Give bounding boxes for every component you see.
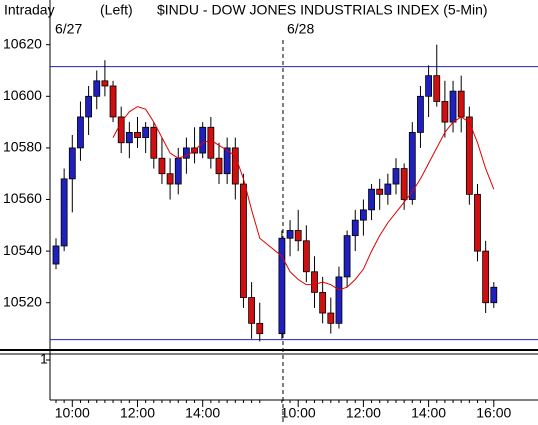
candle-body — [207, 126, 215, 159]
y-tick-label: 10540 — [3, 242, 42, 258]
x-tick-label: 16:00 — [476, 405, 511, 421]
candle-body — [166, 173, 174, 185]
candle-body — [311, 271, 318, 293]
y-tick-label: 10600 — [3, 87, 42, 103]
candle-body — [215, 157, 223, 175]
candle-body — [278, 237, 286, 335]
axis-side: (Left) — [100, 2, 133, 18]
x-tick-label: 10:00 — [281, 405, 316, 421]
candle-body — [351, 219, 359, 237]
x-tick-label: 12:00 — [120, 405, 155, 421]
lower-panel-label: 1 — [40, 351, 48, 367]
candle-body — [109, 85, 117, 118]
candle-body — [392, 168, 400, 185]
candle-body — [52, 245, 60, 265]
candle-body — [417, 95, 424, 133]
candle-body — [465, 116, 473, 195]
candle-body — [150, 126, 158, 159]
chart-title: $INDU - DOW JONES INDUSTRIALS INDEX (5-M… — [157, 2, 488, 18]
candle-body — [441, 101, 449, 123]
candle-body — [359, 209, 367, 221]
candle-body — [376, 188, 384, 195]
candle-body — [231, 147, 239, 185]
candle-body — [286, 230, 294, 239]
candle-body — [302, 240, 310, 273]
date-label: 6/28 — [287, 21, 314, 37]
candle-body — [433, 75, 441, 102]
candle-body — [457, 90, 465, 118]
candle-body — [134, 132, 141, 138]
candle-body — [85, 95, 92, 118]
x-tick-label: 14:00 — [411, 405, 446, 421]
candle-body — [425, 75, 433, 97]
candle-body — [319, 291, 327, 314]
candle-body — [294, 230, 302, 242]
y-tick-label: 10580 — [3, 139, 42, 155]
candle-body — [199, 126, 207, 154]
x-tick-label: 12:00 — [346, 405, 381, 421]
candle-body — [400, 168, 408, 200]
left-label: Intraday — [4, 2, 55, 18]
candle-body — [482, 250, 490, 304]
y-tick-label: 10520 — [3, 293, 42, 309]
candle-body — [60, 178, 68, 247]
candle-body — [490, 286, 498, 304]
candle-body — [93, 80, 101, 97]
candle-body — [182, 147, 190, 159]
candle-body — [335, 276, 343, 324]
candle-body — [327, 312, 335, 324]
x-tick-label: 10:00 — [55, 405, 90, 421]
candle-body — [474, 193, 481, 252]
candle-body — [256, 322, 264, 335]
y-tick-label: 10560 — [3, 190, 42, 206]
candle-body — [142, 126, 150, 138]
candle-body — [248, 297, 256, 324]
date-label: 6/27 — [55, 21, 82, 37]
candle-body — [125, 132, 133, 144]
candle-body — [384, 183, 392, 195]
candle-body — [158, 157, 166, 175]
candle-body — [101, 80, 109, 87]
x-tick-label: 14:00 — [185, 405, 220, 421]
candle-body — [174, 157, 182, 185]
candle-body — [368, 188, 375, 211]
candle-body — [449, 90, 457, 123]
candle-body — [223, 147, 231, 175]
candle-body — [117, 116, 125, 144]
candle-body — [240, 183, 247, 298]
y-tick-label: 10620 — [3, 35, 42, 51]
candle-body — [343, 235, 351, 278]
moving-average — [112, 106, 495, 291]
candle-body — [68, 147, 76, 180]
candle-body — [77, 116, 84, 149]
candle-body — [408, 132, 416, 200]
